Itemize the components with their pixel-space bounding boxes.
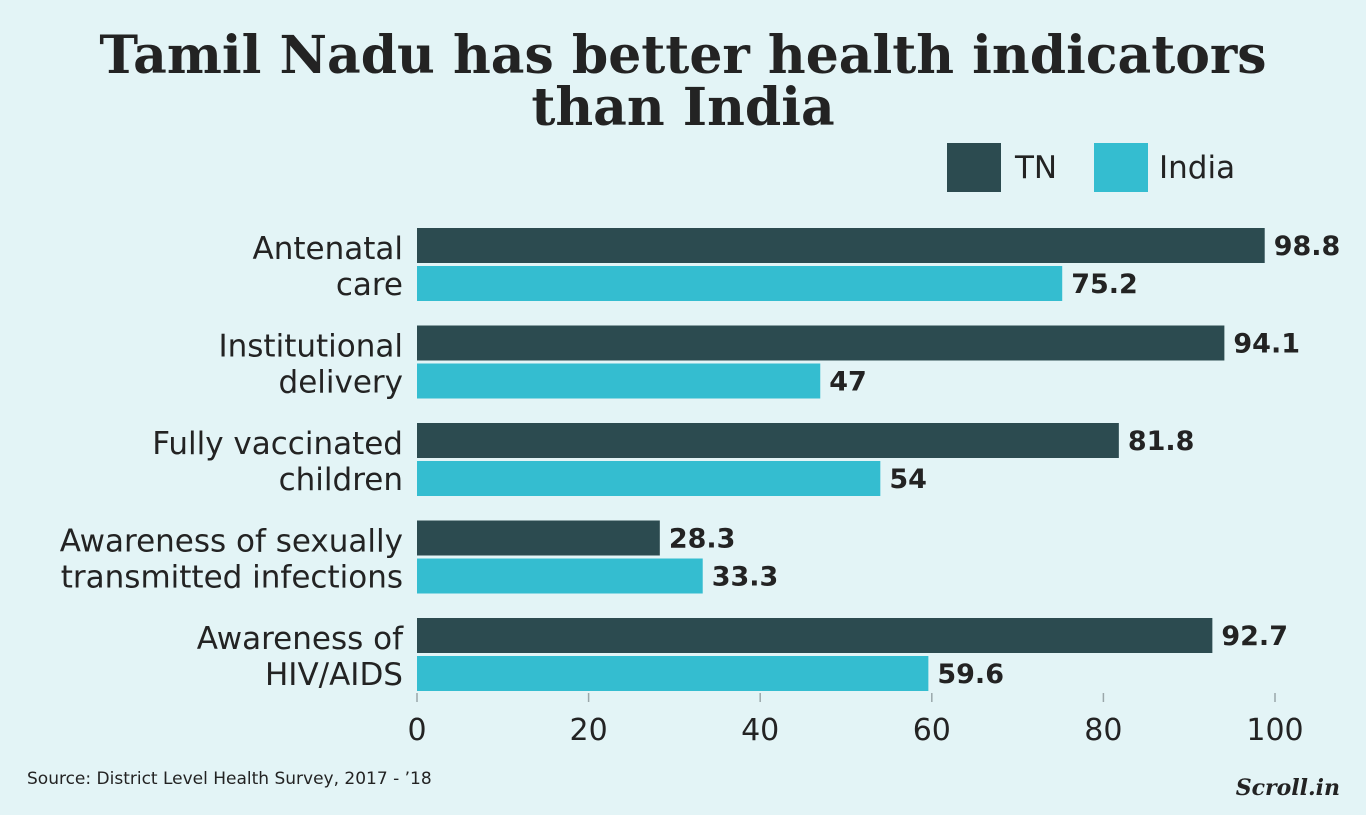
category-label-1-line-2: care	[336, 267, 403, 303]
chart-title-line-2: than India	[531, 77, 834, 138]
x-tick-label-100: 100	[1246, 713, 1303, 748]
x-tick-label-40: 40	[741, 713, 779, 748]
category-label-5-line-1: Awareness of	[197, 621, 404, 657]
value-label-tn-5: 92.7	[1221, 621, 1288, 652]
bar-india-2	[417, 363, 821, 399]
value-label-tn-4: 28.3	[669, 524, 736, 555]
value-label-india-5: 59.6	[937, 659, 1004, 690]
category-label-3-line-2: children	[279, 462, 403, 498]
value-labels: 98.8 75.2 94.1 47 81.8 54 28.3 33.3 92.7 59.6	[669, 231, 1341, 690]
chart-title: Tamil Nadu has better health indicatorst…	[99, 25, 1266, 138]
legend-swatch-india	[1094, 143, 1148, 192]
x-axis: 0 20 40 60 80 100	[407, 693, 1304, 748]
bar-india-5	[417, 656, 929, 691]
brand-logo: Scroll.in	[1236, 775, 1340, 801]
value-label-india-4: 33.3	[712, 562, 779, 593]
category-label-4-line-2: transmitted infections	[61, 560, 403, 596]
category-label-4-line-1: Awareness of sexually	[60, 524, 403, 560]
chart-legend: TN India	[947, 143, 1235, 192]
category-label-1-line-1: Antenatal	[253, 231, 404, 267]
bar-tn-2	[417, 325, 1225, 361]
bar-india-1	[417, 266, 1063, 301]
value-label-tn-3: 81.8	[1128, 426, 1195, 457]
category-label-3-line-1: Fully vaccinated	[152, 426, 403, 462]
bars	[417, 228, 1265, 691]
legend-label-india: India	[1159, 150, 1235, 186]
bar-tn-4	[417, 520, 660, 556]
x-tick-label-80: 80	[1084, 713, 1122, 748]
value-label-india-1: 75.2	[1071, 269, 1138, 300]
bar-tn-3	[417, 423, 1119, 458]
bar-tn-5	[417, 618, 1213, 653]
category-label-2-line-1: Institutional	[218, 329, 403, 365]
x-tick-label-60: 60	[913, 713, 951, 748]
x-tick-label-0: 0	[407, 713, 426, 748]
chart-title-line-1: Tamil Nadu has better health indicators	[99, 25, 1266, 86]
bar-india-3	[417, 461, 881, 496]
value-label-tn-2: 94.1	[1233, 329, 1300, 360]
category-label-5-line-2: HIV/AIDS	[265, 657, 403, 693]
x-tick-label-20: 20	[570, 713, 608, 748]
legend-swatch-tn	[947, 143, 1001, 192]
value-label-india-2: 47	[829, 367, 867, 398]
source-note: Source: District Level Health Survey, 20…	[27, 769, 432, 789]
value-label-india-3: 54	[889, 464, 927, 495]
legend-label-tn: TN	[1014, 150, 1057, 186]
category-label-2-line-2: delivery	[279, 365, 403, 401]
bar-tn-1	[417, 228, 1265, 263]
bar-india-4	[417, 558, 703, 594]
value-label-tn-1: 98.8	[1274, 231, 1341, 262]
